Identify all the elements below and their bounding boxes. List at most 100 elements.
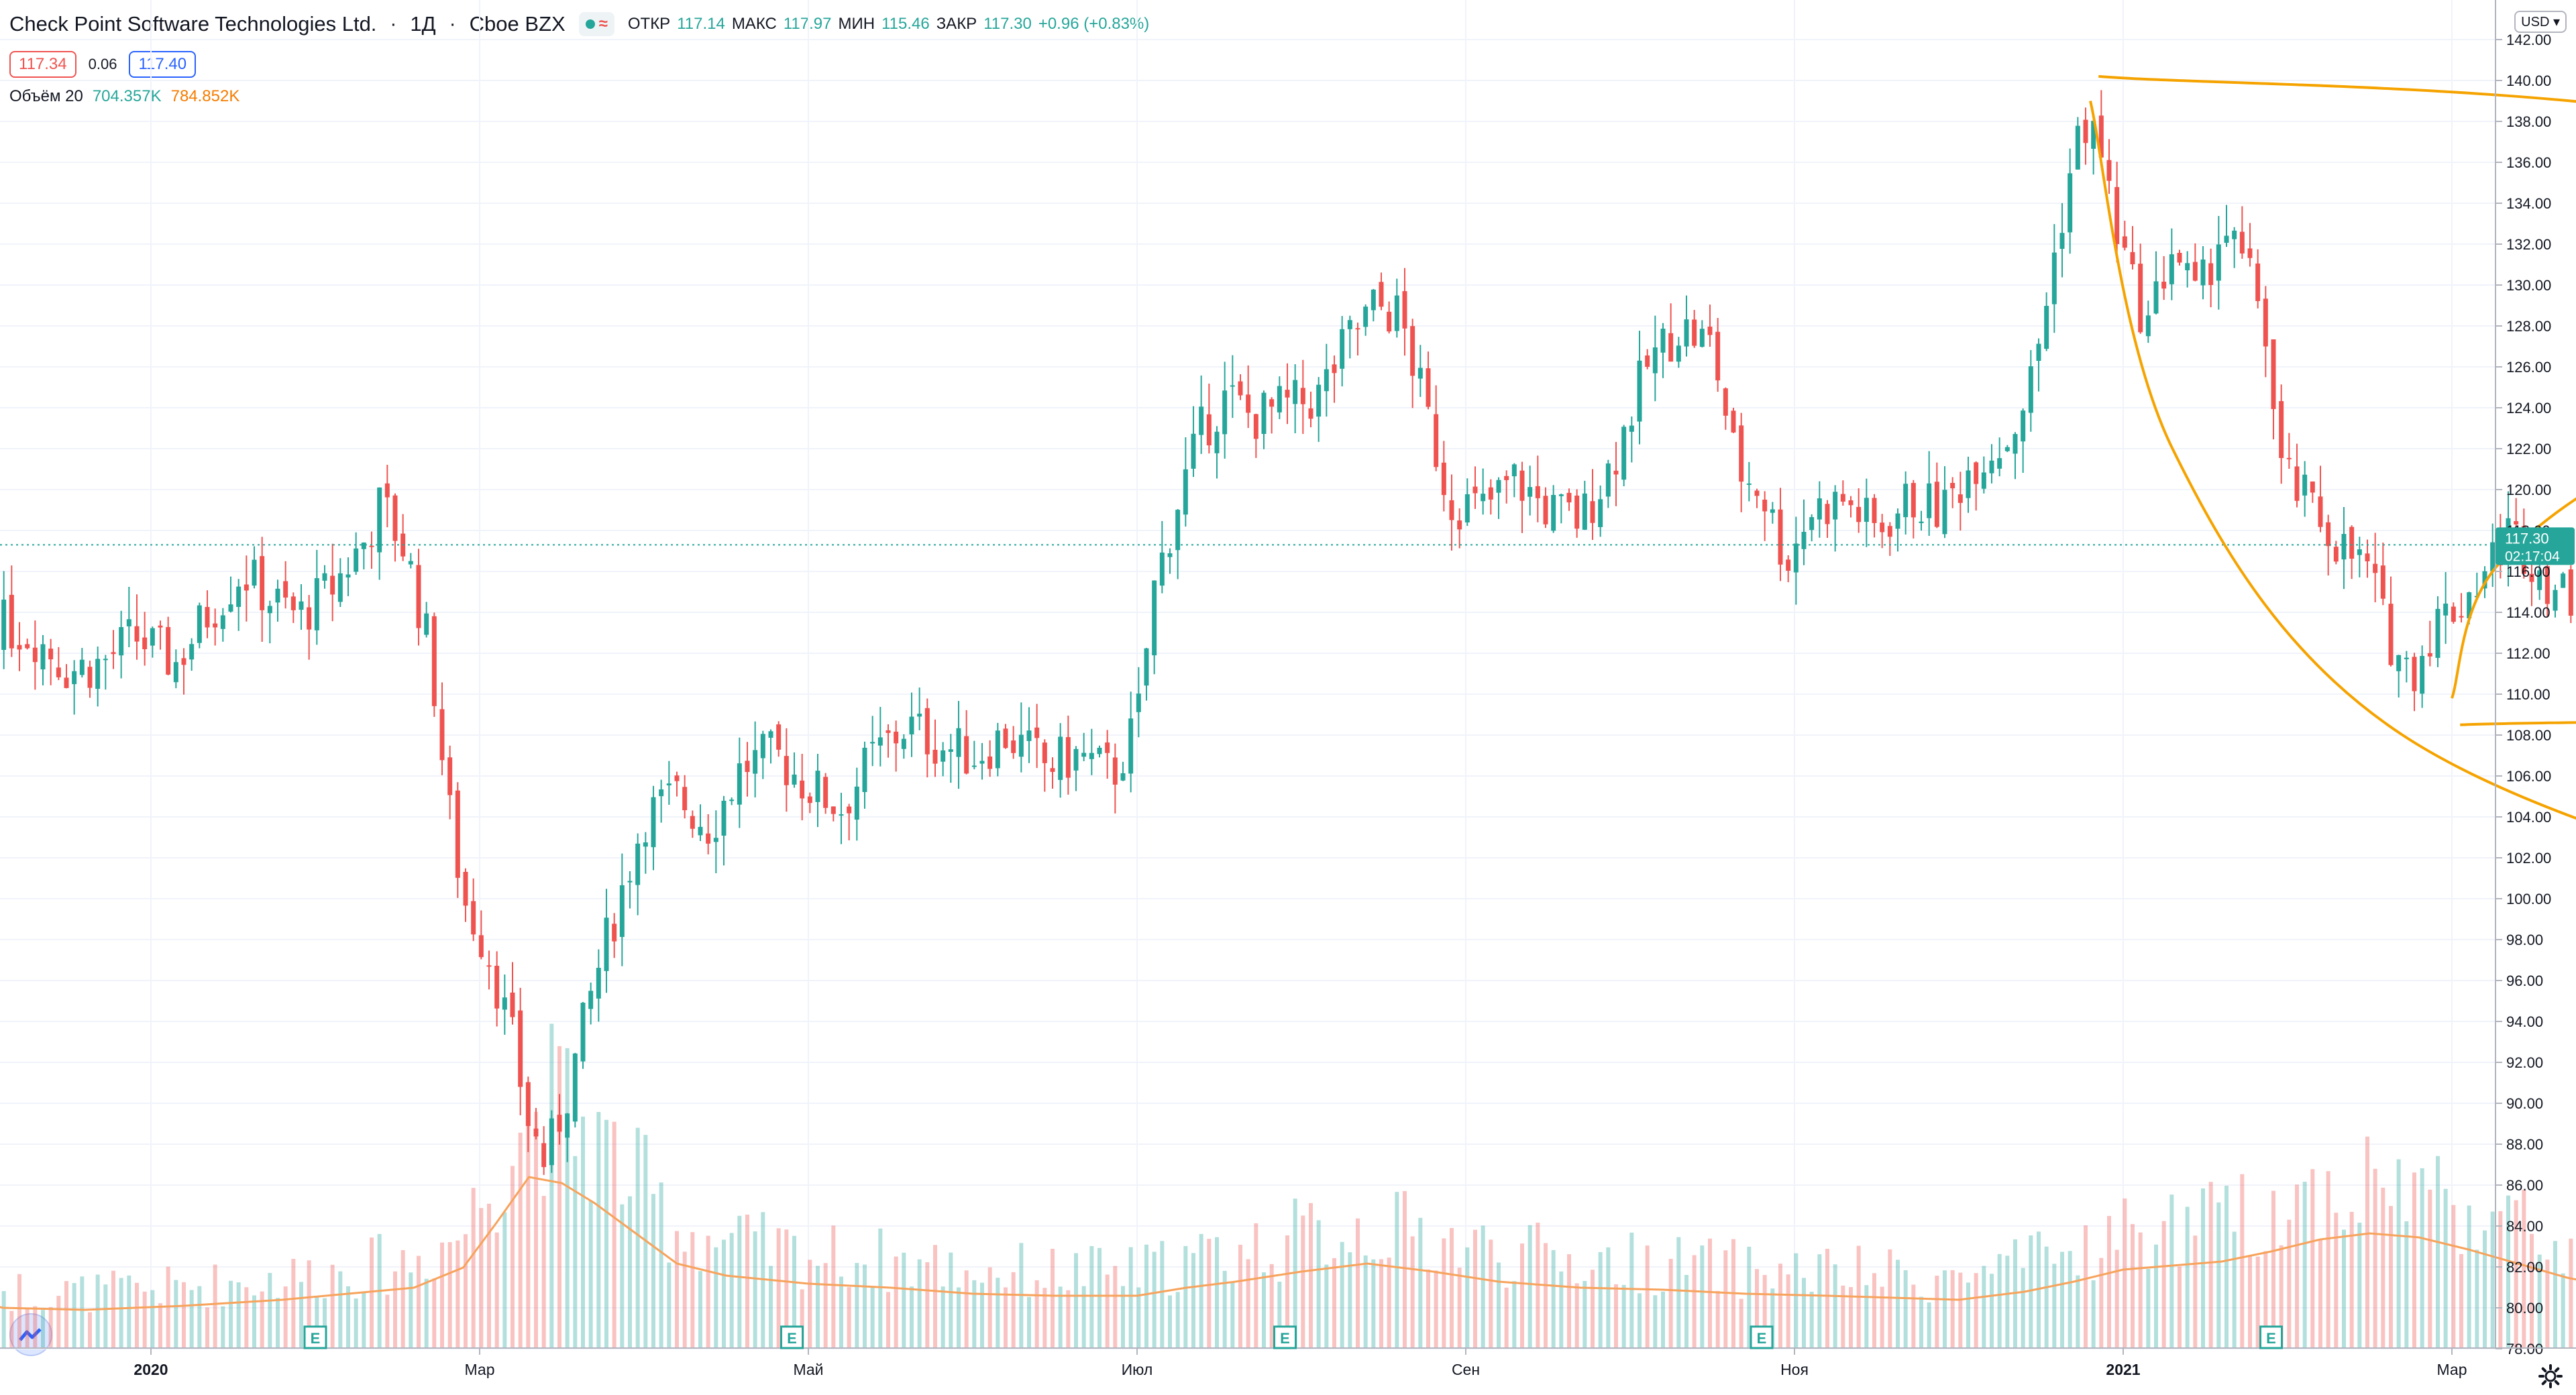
sell-price-button[interactable]: 117.34 xyxy=(9,51,76,78)
currency-label: USD xyxy=(2521,15,2550,30)
volume-bar xyxy=(2208,1182,2213,1348)
candle-body xyxy=(659,789,664,797)
candle-body xyxy=(1934,482,1939,527)
candle-body xyxy=(909,716,914,734)
price-tick-label: 120.00 xyxy=(2506,482,2551,498)
volume-bar xyxy=(957,1287,961,1348)
candle-body xyxy=(729,799,735,801)
volume-bar xyxy=(2537,1254,2542,1348)
volume-bar xyxy=(236,1282,241,1348)
currency-dropdown[interactable]: USD ▾ xyxy=(2514,11,2567,33)
volume-bar xyxy=(1559,1271,1564,1348)
volume-bar xyxy=(2248,1255,2252,1348)
candle-body xyxy=(2004,447,2010,451)
volume-bar xyxy=(1418,1217,1423,1348)
volume-bar xyxy=(2443,1188,2448,1348)
candle-body xyxy=(2138,264,2143,333)
volume-bar xyxy=(729,1233,734,1348)
exchange-label[interactable]: Cboe BZX xyxy=(469,12,566,36)
volume-bar xyxy=(1638,1293,1642,1348)
candle-body xyxy=(2012,434,2018,454)
volume-bar xyxy=(1817,1254,1822,1348)
settings-gear-icon[interactable] xyxy=(2537,1363,2564,1390)
volume-bar xyxy=(291,1259,296,1348)
candle-body xyxy=(839,814,844,816)
buy-price-button[interactable]: 117.40 xyxy=(129,51,197,78)
volume-bar xyxy=(197,1286,202,1348)
volume-bar xyxy=(2451,1205,2456,1348)
volume-bar xyxy=(2279,1245,2284,1348)
candle-body xyxy=(1105,742,1110,753)
volume-bar xyxy=(1105,1274,1110,1348)
volume-bar xyxy=(1363,1255,1368,1348)
volume-bar xyxy=(2138,1232,2143,1348)
candle-body xyxy=(1582,493,1587,530)
volume-bar xyxy=(2428,1189,2432,1348)
volume-bar xyxy=(1747,1246,1752,1348)
volume-bar xyxy=(127,1275,131,1348)
volume-bar xyxy=(816,1266,820,1348)
candle-body xyxy=(682,787,688,811)
volume-bar xyxy=(2060,1251,2064,1348)
volume-bar xyxy=(972,1280,977,1348)
delayed-data-icon: ≈ xyxy=(598,15,608,33)
candle-body xyxy=(2529,573,2534,582)
candle-body xyxy=(2263,298,2268,347)
candle-body xyxy=(1175,510,1181,551)
candle-body xyxy=(2145,315,2151,337)
volume-bar xyxy=(409,1272,413,1348)
market-status-badge[interactable]: ≈ xyxy=(578,12,614,36)
candle-body xyxy=(361,542,366,549)
volume-bar xyxy=(635,1127,640,1348)
candle-body xyxy=(518,1010,523,1087)
volume-bar xyxy=(276,1298,280,1348)
volume-bar xyxy=(2193,1235,2198,1348)
candle-body xyxy=(9,594,14,649)
candle-body xyxy=(1645,355,1650,367)
volume-bar xyxy=(925,1262,930,1348)
volume-bar xyxy=(307,1260,311,1348)
volume-legend-row[interactable]: Объём 20 704.357K 784.852K xyxy=(9,87,1149,106)
candle-body xyxy=(1058,736,1063,780)
candle-body xyxy=(1417,368,1423,379)
close-value: 117.30 xyxy=(983,15,1032,33)
volume-bar xyxy=(1990,1274,1994,1348)
candle-body xyxy=(924,708,930,755)
volume-bar xyxy=(1121,1286,1125,1348)
candle-body xyxy=(1441,462,1446,496)
candle-body xyxy=(1026,730,1032,741)
candle-body xyxy=(627,881,633,883)
volume-bar xyxy=(1097,1247,1102,1348)
candle-body xyxy=(2068,173,2073,233)
candle-body xyxy=(1410,326,1415,376)
candle-body xyxy=(2568,569,2573,616)
candle-body xyxy=(784,756,789,785)
spread-value: 0.06 xyxy=(88,56,117,72)
volume-bar xyxy=(1450,1227,1454,1348)
volume-bar xyxy=(64,1281,68,1348)
candle-body xyxy=(956,728,961,757)
volume-bar xyxy=(1238,1244,1242,1348)
interval-label[interactable]: 1Д xyxy=(410,12,436,36)
candle-body xyxy=(2451,606,2456,622)
candle-body xyxy=(166,626,171,675)
candle-body xyxy=(1786,559,1791,571)
volume-bar xyxy=(2436,1156,2440,1348)
price-tick-label: 104.00 xyxy=(2506,809,2551,826)
volume-bar xyxy=(526,1088,531,1348)
volume-bar xyxy=(1034,1280,1039,1348)
volume-bar xyxy=(651,1194,655,1348)
candle-body xyxy=(119,627,124,656)
volume-bar xyxy=(432,1278,437,1348)
candle-body xyxy=(290,596,296,610)
volume-bar xyxy=(1199,1233,1203,1348)
symbol-title[interactable]: Check Point Software Technologies Ltd. xyxy=(9,12,377,36)
volume-bar xyxy=(1504,1287,1509,1348)
volume-bar xyxy=(1089,1245,1094,1348)
candle-body xyxy=(1183,469,1188,515)
candle-body xyxy=(2467,592,2472,618)
candle-body xyxy=(2427,653,2432,657)
candle-body xyxy=(471,901,476,935)
volume-bar xyxy=(620,1204,625,1348)
